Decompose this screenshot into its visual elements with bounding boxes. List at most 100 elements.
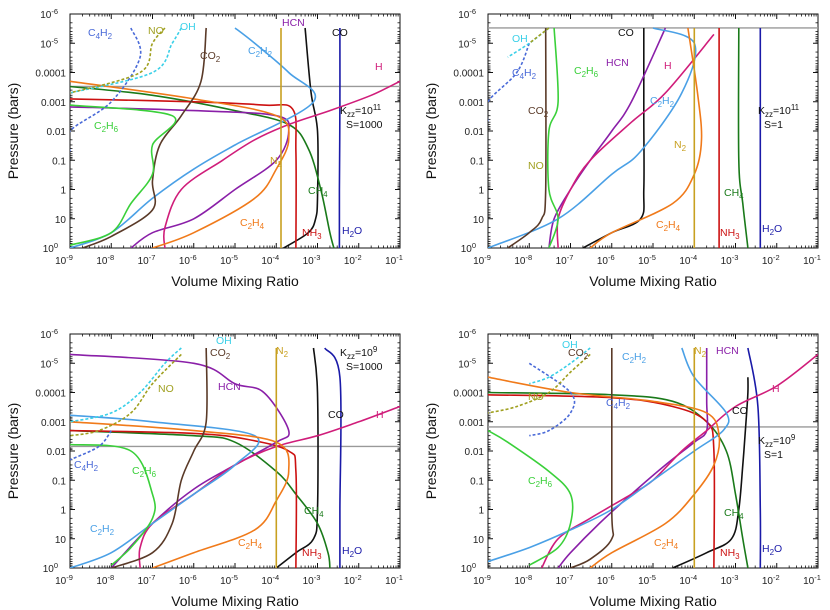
- series-label-c2h6: C2H6: [528, 475, 553, 489]
- series-label-no: NO: [148, 25, 164, 37]
- y-tick-label: 10-6: [458, 7, 476, 21]
- series-label-n2: N2: [270, 155, 283, 169]
- curves: [70, 347, 400, 568]
- y-tick-label: 100: [461, 241, 476, 255]
- x-tick-label: 10-1: [803, 573, 821, 587]
- x-tick-label: 10-2: [344, 253, 362, 267]
- y-axis-title: Pressure (bars): [5, 403, 21, 499]
- y-tick-label: 1: [60, 186, 66, 197]
- y-tick-label: 0.0001: [35, 69, 66, 80]
- x-tick-label: 10-5: [220, 253, 238, 267]
- s-label: S=1: [764, 449, 783, 461]
- y-tick-label: 0.001: [459, 98, 484, 109]
- series-label-h: H: [772, 383, 780, 395]
- x-tick-label: 10-1: [385, 573, 403, 587]
- x-axis-title: Volume Mixing Ratio: [589, 273, 717, 289]
- x-tick-label: 10-7: [556, 573, 574, 587]
- series-label-n2: N2: [694, 345, 707, 359]
- chart-panel-bottom-left: 10-9 10-8 10-7 10-6 10-5 10-4 10-3 10-2 10-1 10-6…: [5, 327, 403, 609]
- y-tick-label: 10-5: [458, 356, 476, 370]
- series-label-c2h2: C2H2: [248, 45, 273, 59]
- series-label-co: CO: [618, 27, 634, 39]
- series-line-ch4: [488, 391, 749, 568]
- series-label-no: NO: [158, 383, 174, 395]
- series-line-oh: [529, 347, 591, 385]
- series-line-oh: [70, 27, 182, 94]
- y-tick-label: 0.0001: [453, 69, 484, 80]
- series-line-co2: [570, 347, 615, 568]
- y-tick-label: 0.01: [465, 447, 485, 458]
- x-tick-label: 10-6: [179, 573, 197, 587]
- y-tick-label: 10-5: [458, 36, 476, 50]
- curves: [488, 347, 818, 568]
- y-tick-label: 0.01: [465, 127, 485, 138]
- series-label-h2o: H2O: [762, 543, 782, 557]
- y-tick-label: 100: [43, 241, 58, 255]
- series-line-h2o: [747, 347, 762, 568]
- y-axis-title: Pressure (bars): [423, 403, 439, 499]
- series-label-hcn: HCN: [606, 57, 629, 69]
- series-line-no: [488, 353, 591, 414]
- series-label-c2h4: C2H4: [238, 537, 263, 551]
- x-tick-label: 10-9: [473, 253, 491, 267]
- x-tick-label: 10-1: [803, 253, 821, 267]
- series-label-oh: OH: [562, 339, 578, 351]
- series-line-co2: [82, 27, 207, 248]
- series-label-n2: N2: [674, 139, 687, 153]
- series-label-oh: OH: [180, 21, 196, 33]
- x-tick-label: 10-3: [721, 573, 739, 587]
- kzz-label: Kzz=109: [758, 433, 796, 449]
- x-tick-label: 10-9: [473, 573, 491, 587]
- chart-panel-top-right: 10-9 10-8 10-7 10-6 10-5 10-4 10-3 10-2 10-1 10-6…: [423, 7, 821, 289]
- x-tick-label: 10-7: [138, 253, 156, 267]
- series-label-co: CO: [332, 27, 348, 39]
- series-line-c4h2: [488, 42, 531, 123]
- x-tick-label: 10-6: [179, 253, 197, 267]
- series-label-h2o: H2O: [342, 225, 362, 239]
- series-label-c2h2: C2H2: [650, 95, 675, 109]
- series-line-oh: [70, 347, 182, 423]
- x-tick-label: 10-4: [679, 253, 697, 267]
- x-tick-label: 10-2: [344, 573, 362, 587]
- series-label-nh3: NH3: [302, 547, 322, 561]
- series-line-h: [162, 80, 400, 248]
- series-label-c2h4: C2H4: [654, 537, 679, 551]
- s-label: S=1000: [346, 361, 383, 373]
- series-label-c4h2: C4H2: [512, 67, 537, 81]
- series-label-co2: CO2: [210, 347, 231, 361]
- y-tick-label: 10-6: [458, 327, 476, 341]
- curves: [70, 27, 400, 248]
- series-label-co2: CO2: [528, 105, 549, 119]
- x-tick-label: 10-8: [514, 573, 532, 587]
- y-tick-label: 0.001: [41, 98, 66, 109]
- series-line-nh3: [70, 429, 298, 568]
- chart-panel-top-left: 10-9 10-8 10-7 10-6 10-5 10-4 10-3 10-2 10-1 10-6…: [5, 7, 403, 289]
- y-tick-label: 0.01: [47, 447, 67, 458]
- series-line-c4h2: [70, 430, 112, 461]
- series-label-c2h4: C2H4: [656, 219, 681, 233]
- series-line-nh3: [488, 394, 716, 568]
- y-tick-label: 10-6: [40, 7, 58, 21]
- series-line-co2: [507, 27, 547, 248]
- y-tick-label: 10-6: [40, 327, 58, 341]
- series-label-c2h2: C2H2: [622, 351, 647, 365]
- y-tick-label: 0.1: [52, 156, 66, 167]
- series-label-no: NO: [528, 391, 544, 403]
- x-tick-label: 10-8: [96, 573, 114, 587]
- plot-frame: [69, 13, 401, 249]
- series-line-ch4: [70, 429, 331, 568]
- series-line-c2h4: [70, 421, 290, 568]
- series-line-no: [70, 27, 166, 94]
- series-line-h2o: [338, 27, 341, 248]
- series-line-ch4: [737, 27, 749, 248]
- series-label-c2h4: C2H4: [240, 217, 265, 231]
- series-label-oh: OH: [512, 33, 528, 45]
- y-tick-label: 10-5: [40, 356, 58, 370]
- series-label-hcn: HCN: [282, 17, 305, 29]
- x-tick-label: 10-2: [762, 253, 780, 267]
- x-tick-label: 10-4: [261, 253, 279, 267]
- series-line-c2h2: [70, 27, 317, 248]
- series-line-co: [283, 27, 319, 248]
- x-tick-label: 10-9: [55, 253, 73, 267]
- series-label-ch4: CH4: [308, 185, 328, 199]
